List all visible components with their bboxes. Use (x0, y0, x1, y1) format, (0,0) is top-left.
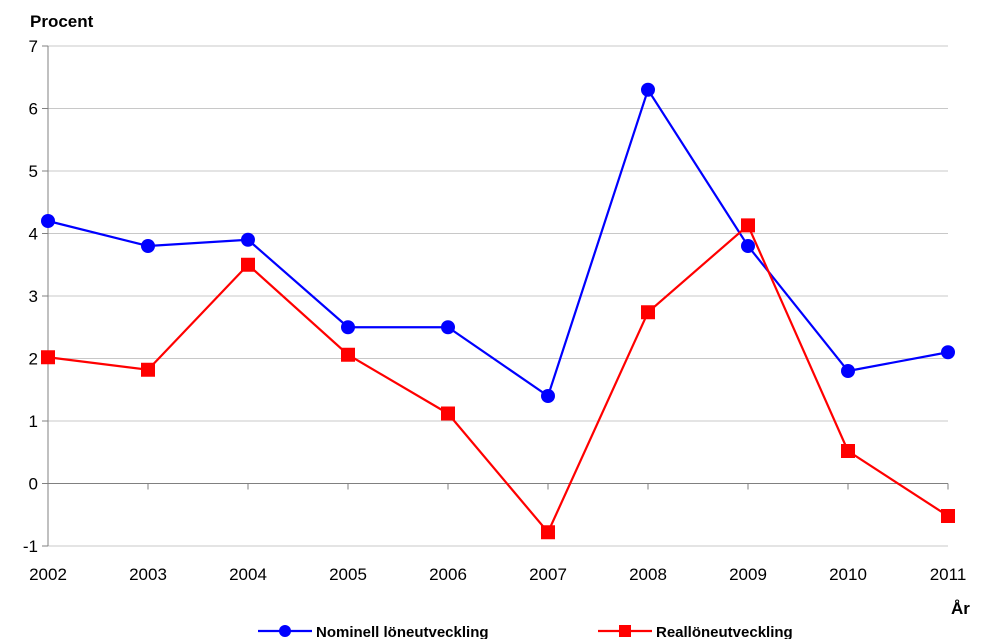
data-point (141, 239, 155, 253)
series-line (47, 87, 949, 398)
x-tick-label: 2009 (729, 565, 767, 584)
x-tick-label: 2004 (229, 565, 267, 584)
x-axis-title: År (951, 599, 970, 618)
y-tick-label: 4 (29, 225, 38, 244)
series-2 (41, 218, 955, 540)
data-point (741, 239, 755, 253)
x-tick-label: 2007 (529, 565, 567, 584)
y-tick-label: 2 (29, 350, 38, 369)
data-point (541, 525, 555, 540)
data-point (41, 214, 55, 228)
legend-item: Nominell löneutveckling (258, 624, 489, 639)
legend-label: Nominell löneutveckling (316, 624, 489, 639)
data-point (741, 218, 755, 233)
y-tick-label: 5 (29, 162, 38, 181)
data-point (941, 345, 955, 360)
legend-marker (619, 625, 631, 637)
data-point (441, 320, 455, 335)
x-tick-labels: 2002 2003 2004 2005 2006 2007 2008 2009 2010 2011 (29, 565, 966, 584)
legend-marker (279, 625, 291, 637)
data-point (641, 305, 655, 320)
data-point (141, 362, 155, 377)
x-tick-label: 2003 (129, 565, 167, 584)
data-point (241, 257, 255, 272)
data-point (441, 406, 455, 421)
x-tick-label: 2006 (429, 565, 467, 584)
data-point (841, 364, 855, 378)
x-tick-label: 2010 (829, 565, 867, 584)
data-point (941, 509, 955, 523)
data-point (241, 232, 255, 247)
data-point (41, 350, 55, 365)
legend: Nominell löneutveckling Reallöneutvecklin… (258, 624, 793, 639)
y-tick-labels: -1 0 1 2 3 4 5 6 7 (23, 37, 38, 556)
y-axis-title: Procent (30, 12, 94, 31)
y-tick-label: 7 (29, 37, 38, 56)
legend-item: Reallöneutveckling (598, 624, 793, 639)
series-layer (41, 82, 955, 540)
y-tick-label: 6 (29, 100, 38, 119)
gridlines (48, 45, 948, 547)
series-1 (41, 82, 955, 403)
x-tick-label: 2011 (930, 565, 967, 584)
y-tick-label: 3 (29, 287, 38, 306)
x-tick-label: 2002 (29, 565, 67, 584)
data-point (341, 320, 355, 335)
data-point (541, 389, 555, 403)
data-point (341, 347, 355, 362)
data-point (841, 444, 855, 458)
series-line (47, 223, 949, 535)
y-tick-label: 0 (29, 475, 38, 494)
y-tick-label: -1 (23, 537, 38, 556)
x-tick-label: 2008 (629, 565, 667, 584)
y-tick-label: 1 (29, 412, 38, 431)
x-tick-label: 2005 (329, 565, 367, 584)
data-point (641, 82, 655, 97)
legend-label: Reallöneutveckling (656, 624, 793, 639)
